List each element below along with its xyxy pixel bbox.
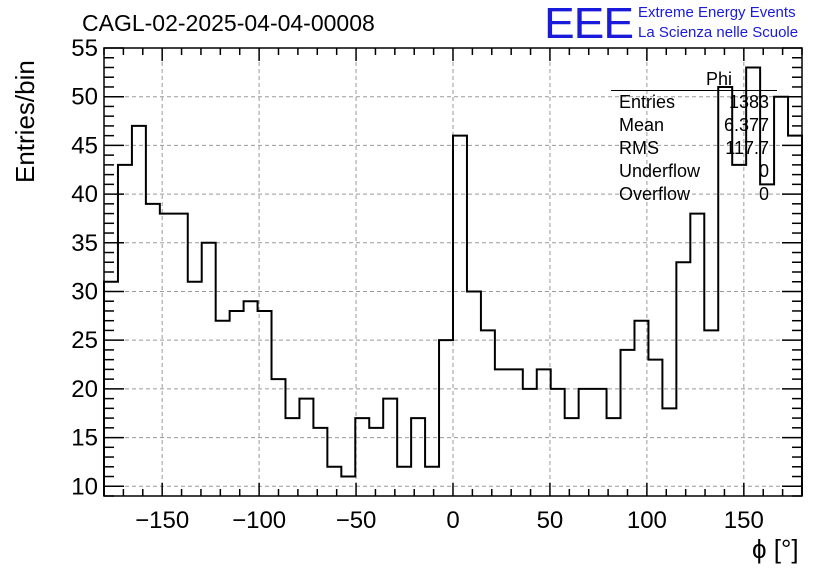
y-tick-label: 50 <box>71 84 98 111</box>
y-tick-label: 45 <box>71 132 98 159</box>
histogram-bin <box>299 399 313 496</box>
y-tick-label: 10 <box>71 473 98 500</box>
histogram-bin <box>621 350 635 496</box>
stats-row: Overflow 0 <box>611 183 777 206</box>
histogram-bin <box>272 379 286 496</box>
histogram-bin <box>537 369 551 496</box>
x-tick-label: −100 <box>232 507 286 534</box>
stats-row: RMS 117.7 <box>611 137 777 160</box>
histogram-bin <box>118 165 132 496</box>
stats-row: Mean 6.377 <box>611 114 777 137</box>
histogram-bin <box>411 418 425 496</box>
stats-label: Underflow <box>619 161 701 181</box>
x-tick-label: 0 <box>446 507 459 534</box>
stats-label: Mean <box>619 115 665 135</box>
y-tick-label: 15 <box>71 425 98 452</box>
y-tick-label: 20 <box>71 376 98 403</box>
x-tick-label: 150 <box>724 507 764 534</box>
x-tick-label: −150 <box>135 507 189 534</box>
x-axis-label: ϕ [°] <box>752 534 799 564</box>
stats-label: RMS <box>619 138 659 158</box>
histogram-bin <box>258 311 272 496</box>
y-axis-label: Entries/bin <box>10 60 40 183</box>
histogram-bin <box>174 214 188 496</box>
histogram-bin <box>509 369 523 496</box>
histogram-bin <box>704 330 718 496</box>
stats-label: Entries <box>619 92 676 112</box>
histogram-bin <box>285 418 299 496</box>
stats-value: 117.7 <box>725 138 769 158</box>
y-tick-label: 55 <box>71 35 98 62</box>
histogram-outline <box>103 66 803 496</box>
histogram-bin <box>760 184 774 496</box>
x-tick-label: 100 <box>627 507 667 534</box>
stats-row: Entries 1383 <box>611 91 777 114</box>
histogram-bin <box>788 136 802 496</box>
histogram-bin <box>579 389 593 496</box>
histogram-bin <box>662 408 676 496</box>
stats-label: Overflow <box>619 184 691 204</box>
histogram-bin <box>439 340 453 496</box>
stats-value: 0 <box>758 184 769 204</box>
y-tick-label: 40 <box>71 181 98 208</box>
histogram-bin <box>565 418 579 496</box>
histogram-bin <box>313 428 327 496</box>
histogram-bin <box>188 282 202 496</box>
histogram-bin <box>146 204 160 496</box>
tick-labels: −150 −100 −50 0 50 100 150 10 15 20 25 30 35 40 45 50 55 <box>71 35 764 534</box>
histogram-bin <box>160 214 174 496</box>
histogram-bin <box>425 467 439 496</box>
histogram-bin <box>648 360 662 496</box>
histogram-bin <box>397 467 411 496</box>
logo-line-1: Extreme Energy Events <box>638 4 796 21</box>
stats-value: 1383 <box>728 92 769 112</box>
y-tick-label: 30 <box>71 278 98 305</box>
stats-separator <box>611 90 777 91</box>
chart-title: CAGL-02-2025-04-04-00008 <box>82 10 375 36</box>
histogram-bin <box>244 301 258 496</box>
stats-value: 0 <box>758 161 769 181</box>
histogram-bin <box>216 321 230 496</box>
stats-value: 6.377 <box>723 115 769 135</box>
histogram-bin <box>230 311 244 496</box>
stats-box-title: Phi <box>705 69 732 89</box>
stats-row: Underflow 0 <box>611 160 777 183</box>
histogram-bin <box>355 418 369 496</box>
histogram-bin <box>132 126 146 496</box>
stats-box: Phi Entries 1383 Mean 6.377 RMS 117.7 Un… <box>611 68 777 206</box>
histogram-bin <box>523 389 537 496</box>
histogram-line <box>103 66 803 496</box>
y-tick-label: 25 <box>71 327 98 354</box>
logo-line-2: La Scienza nelle Scuole <box>638 24 799 41</box>
x-tick-label: 50 <box>537 507 564 534</box>
histogram-bin <box>481 330 495 496</box>
y-tick-label: 35 <box>71 230 98 257</box>
histogram-bin <box>593 389 607 496</box>
histogram-bin <box>369 428 383 496</box>
histogram-bin <box>690 214 704 496</box>
histogram-bin <box>676 262 690 496</box>
histogram-bin <box>551 389 565 496</box>
histogram-bin <box>453 136 467 496</box>
histogram-bin <box>732 165 746 496</box>
eee-logo-text: Extreme Energy Events La Scienza nelle S… <box>638 3 798 43</box>
eee-logo: EEE <box>544 0 634 48</box>
histogram-bin <box>383 399 397 496</box>
histogram-bin <box>495 369 509 496</box>
histogram-bin <box>327 467 341 496</box>
histogram-bin <box>607 418 621 496</box>
x-tick-label: −50 <box>336 507 377 534</box>
axes <box>103 47 803 497</box>
histogram-bin <box>634 321 648 496</box>
histogram-bin <box>467 291 481 496</box>
histogram-bin <box>202 243 216 496</box>
histogram-bin <box>341 477 355 496</box>
